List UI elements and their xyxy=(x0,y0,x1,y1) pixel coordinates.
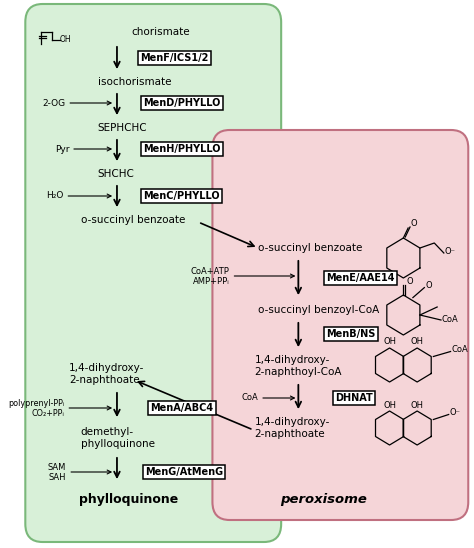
Text: O⁻: O⁻ xyxy=(450,408,461,417)
Text: SHCHC: SHCHC xyxy=(98,169,135,179)
Text: CO₂+PPᵢ: CO₂+PPᵢ xyxy=(32,408,64,418)
Text: phylloquinone: phylloquinone xyxy=(79,494,178,506)
FancyBboxPatch shape xyxy=(212,130,468,520)
Text: chorismate: chorismate xyxy=(131,27,190,37)
Text: OH: OH xyxy=(383,401,396,409)
Text: peroxisome: peroxisome xyxy=(280,494,366,506)
Text: DHNAT: DHNAT xyxy=(335,393,373,403)
Text: 2-naphthoate: 2-naphthoate xyxy=(255,429,325,439)
Text: H₂O: H₂O xyxy=(46,191,64,201)
Text: CoA: CoA xyxy=(241,393,258,402)
Text: O: O xyxy=(425,281,432,290)
FancyBboxPatch shape xyxy=(25,4,281,542)
Text: CoA+ATP: CoA+ATP xyxy=(191,266,229,276)
Text: SAH: SAH xyxy=(49,472,66,482)
Text: SAM: SAM xyxy=(48,463,66,471)
Text: SEPHCHC: SEPHCHC xyxy=(98,123,147,133)
Text: O: O xyxy=(410,220,417,229)
Text: 2-OG: 2-OG xyxy=(42,99,65,107)
Text: 1,4-dihydroxy-: 1,4-dihydroxy- xyxy=(69,363,145,373)
Text: MenA/ABC4: MenA/ABC4 xyxy=(150,403,213,413)
Text: O⁻: O⁻ xyxy=(445,248,456,256)
Text: OH: OH xyxy=(410,338,424,346)
Text: OH: OH xyxy=(383,338,396,346)
Text: demethyl-: demethyl- xyxy=(81,427,134,437)
Text: AMP+PPᵢ: AMP+PPᵢ xyxy=(193,277,229,287)
Text: o-succinyl benzoate: o-succinyl benzoate xyxy=(258,243,363,253)
Text: MenG/AtMenG: MenG/AtMenG xyxy=(145,467,223,477)
Text: MenC/PHYLLO: MenC/PHYLLO xyxy=(144,191,220,201)
Text: OH: OH xyxy=(60,35,71,43)
Text: MenH/PHYLLO: MenH/PHYLLO xyxy=(143,144,220,154)
Text: 2-naphthoate: 2-naphthoate xyxy=(69,375,140,385)
Text: polyprenyl-PPᵢ: polyprenyl-PPᵢ xyxy=(8,398,64,408)
Text: CoA: CoA xyxy=(452,345,468,354)
Text: O: O xyxy=(406,277,413,286)
Text: MenD/PHYLLO: MenD/PHYLLO xyxy=(143,98,220,108)
Text: 1,4-dihydroxy-: 1,4-dihydroxy- xyxy=(255,417,330,427)
Text: MenF/ICS1/2: MenF/ICS1/2 xyxy=(140,53,209,63)
Text: CoA: CoA xyxy=(442,315,459,323)
Text: o-succinyl benzoyl-CoA: o-succinyl benzoyl-CoA xyxy=(258,305,380,315)
Text: o-succinyl benzoate: o-succinyl benzoate xyxy=(81,215,185,225)
Text: 2-naphthoyl-CoA: 2-naphthoyl-CoA xyxy=(255,367,342,377)
Text: phylloquinone: phylloquinone xyxy=(81,439,155,449)
Text: 1,4-dihydroxy-: 1,4-dihydroxy- xyxy=(255,355,330,365)
Text: isochorismate: isochorismate xyxy=(98,77,172,87)
Text: MenB/NS: MenB/NS xyxy=(326,329,375,339)
Text: OH: OH xyxy=(410,401,424,409)
Text: Pyr: Pyr xyxy=(55,145,69,153)
Text: MenE/AAE14: MenE/AAE14 xyxy=(326,273,395,283)
